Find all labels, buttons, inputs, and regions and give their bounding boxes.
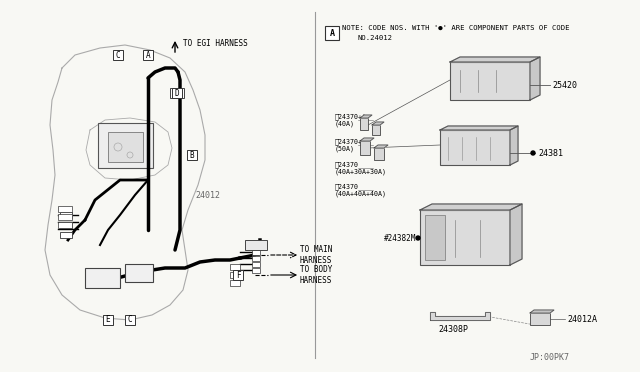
- FancyBboxPatch shape: [60, 212, 72, 218]
- FancyBboxPatch shape: [230, 280, 240, 286]
- Polygon shape: [374, 145, 388, 148]
- FancyBboxPatch shape: [58, 222, 72, 228]
- FancyBboxPatch shape: [440, 130, 510, 165]
- Text: A: A: [146, 51, 150, 60]
- Polygon shape: [530, 310, 554, 313]
- FancyBboxPatch shape: [530, 313, 550, 325]
- FancyBboxPatch shape: [372, 125, 380, 135]
- Text: D: D: [175, 89, 179, 97]
- FancyBboxPatch shape: [103, 315, 113, 325]
- Polygon shape: [510, 204, 522, 265]
- Text: TO EGI HARNESS: TO EGI HARNESS: [183, 38, 248, 48]
- FancyBboxPatch shape: [125, 315, 135, 325]
- Polygon shape: [420, 204, 522, 210]
- FancyBboxPatch shape: [125, 264, 153, 282]
- FancyBboxPatch shape: [58, 214, 72, 220]
- Text: TO BODY
HARNESS: TO BODY HARNESS: [300, 265, 332, 285]
- FancyBboxPatch shape: [113, 50, 123, 60]
- Polygon shape: [510, 126, 518, 165]
- Circle shape: [416, 236, 420, 240]
- Polygon shape: [430, 312, 490, 320]
- FancyBboxPatch shape: [233, 270, 243, 280]
- FancyBboxPatch shape: [325, 26, 339, 40]
- Text: C: C: [128, 315, 132, 324]
- Polygon shape: [372, 122, 384, 125]
- Text: 24381: 24381: [538, 148, 563, 157]
- FancyBboxPatch shape: [252, 256, 260, 261]
- Polygon shape: [450, 57, 540, 62]
- Text: 24012: 24012: [195, 190, 220, 199]
- Text: NOTE: CODE NOS. WITH '●' ARE COMPONENT PARTS OF CODE: NOTE: CODE NOS. WITH '●' ARE COMPONENT P…: [342, 25, 570, 31]
- FancyBboxPatch shape: [85, 268, 120, 288]
- FancyBboxPatch shape: [420, 210, 510, 265]
- FancyBboxPatch shape: [108, 132, 143, 162]
- Polygon shape: [360, 115, 372, 118]
- FancyBboxPatch shape: [374, 148, 384, 160]
- FancyBboxPatch shape: [230, 272, 240, 278]
- FancyBboxPatch shape: [245, 240, 267, 250]
- Text: NO.24012: NO.24012: [358, 35, 393, 41]
- FancyBboxPatch shape: [60, 222, 72, 228]
- FancyBboxPatch shape: [230, 264, 240, 270]
- FancyBboxPatch shape: [60, 232, 72, 238]
- Text: JP:00PK7: JP:00PK7: [530, 353, 570, 362]
- FancyBboxPatch shape: [172, 88, 182, 98]
- FancyBboxPatch shape: [58, 206, 72, 212]
- FancyBboxPatch shape: [252, 268, 260, 273]
- FancyBboxPatch shape: [360, 118, 368, 130]
- Text: ɂ24370+A
(50A): ɂ24370+A (50A): [335, 138, 367, 152]
- Polygon shape: [440, 126, 518, 130]
- Text: #24382M: #24382M: [383, 234, 416, 243]
- FancyBboxPatch shape: [360, 141, 370, 155]
- Text: ɂ24370
(40A+40A+40A): ɂ24370 (40A+40A+40A): [335, 183, 387, 197]
- Text: ɂ24370
(40A+30A+30A): ɂ24370 (40A+30A+30A): [335, 161, 387, 175]
- Text: 24308P: 24308P: [438, 326, 468, 334]
- FancyBboxPatch shape: [170, 88, 184, 98]
- Polygon shape: [530, 57, 540, 100]
- FancyBboxPatch shape: [425, 215, 445, 260]
- Text: TO MAIN
HARNESS: TO MAIN HARNESS: [300, 245, 332, 265]
- Text: B: B: [189, 151, 195, 160]
- Text: E: E: [106, 315, 110, 324]
- FancyBboxPatch shape: [187, 150, 197, 160]
- Text: 24012A: 24012A: [567, 314, 597, 324]
- FancyBboxPatch shape: [98, 123, 153, 168]
- Text: F: F: [236, 270, 240, 279]
- FancyBboxPatch shape: [450, 62, 530, 100]
- Text: A: A: [330, 29, 335, 38]
- Circle shape: [531, 151, 535, 155]
- Text: ɂ24370+A
(40A): ɂ24370+A (40A): [335, 113, 367, 127]
- Polygon shape: [360, 138, 374, 141]
- Text: 25420: 25420: [552, 80, 577, 90]
- FancyBboxPatch shape: [143, 50, 153, 60]
- FancyBboxPatch shape: [252, 262, 260, 267]
- FancyBboxPatch shape: [252, 250, 260, 255]
- Text: C: C: [116, 51, 120, 60]
